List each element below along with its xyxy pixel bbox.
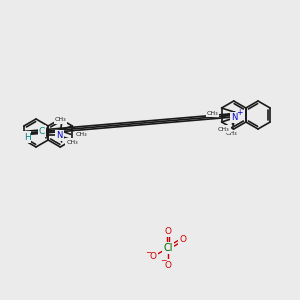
- Text: O: O: [179, 235, 186, 244]
- Text: +: +: [236, 108, 243, 117]
- Text: H: H: [24, 133, 30, 142]
- Text: O: O: [150, 252, 157, 261]
- Text: C: C: [39, 127, 45, 136]
- Text: CH₃: CH₃: [218, 127, 230, 131]
- Text: O: O: [164, 260, 172, 269]
- Text: −: −: [145, 248, 152, 257]
- Text: Cl: Cl: [163, 243, 173, 253]
- Text: −: −: [160, 256, 166, 266]
- Text: CH₃: CH₃: [76, 132, 87, 137]
- Text: O: O: [164, 226, 172, 236]
- Text: N: N: [56, 131, 63, 140]
- Text: N: N: [231, 113, 238, 122]
- Text: CH₃: CH₃: [226, 131, 237, 136]
- Text: CH₃: CH₃: [207, 111, 218, 116]
- Text: CH₃: CH₃: [67, 140, 78, 145]
- Text: CH₃: CH₃: [55, 118, 66, 122]
